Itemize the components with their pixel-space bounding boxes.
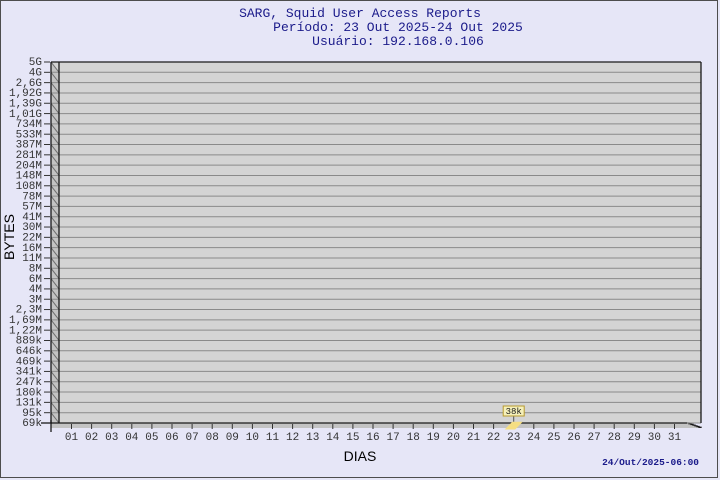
svg-text:15: 15 — [346, 432, 359, 444]
svg-text:17: 17 — [386, 432, 399, 444]
svg-text:21: 21 — [467, 432, 481, 444]
svg-text:69k: 69k — [22, 418, 42, 430]
svg-text:03: 03 — [105, 432, 118, 444]
svg-text:05: 05 — [145, 432, 158, 444]
svg-text:22: 22 — [487, 432, 500, 444]
svg-text:11: 11 — [266, 432, 280, 444]
svg-text:DIAS: DIAS — [344, 448, 377, 464]
svg-text:13: 13 — [306, 432, 319, 444]
svg-text:28: 28 — [608, 432, 621, 444]
svg-text:14: 14 — [326, 432, 340, 444]
svg-text:26: 26 — [567, 432, 580, 444]
svg-text:24: 24 — [527, 432, 541, 444]
svg-text:10: 10 — [246, 432, 259, 444]
svg-text:24/Out/2025-06:00: 24/Out/2025-06:00 — [602, 457, 699, 468]
svg-text:27: 27 — [587, 432, 600, 444]
svg-text:02: 02 — [85, 432, 98, 444]
svg-text:BYTES: BYTES — [1, 214, 17, 260]
svg-text:30: 30 — [648, 432, 661, 444]
svg-text:06: 06 — [165, 432, 178, 444]
svg-text:16: 16 — [366, 432, 379, 444]
svg-text:09: 09 — [226, 432, 239, 444]
svg-text:18: 18 — [407, 432, 420, 444]
svg-text:19: 19 — [427, 432, 440, 444]
svg-text:31: 31 — [668, 432, 682, 444]
svg-text:25: 25 — [547, 432, 560, 444]
svg-text:07: 07 — [185, 432, 198, 444]
svg-text:23: 23 — [507, 432, 520, 444]
svg-text:12: 12 — [286, 432, 299, 444]
svg-text:29: 29 — [628, 432, 641, 444]
svg-text:08: 08 — [206, 432, 219, 444]
svg-text:38k: 38k — [506, 407, 522, 417]
svg-text:20: 20 — [447, 432, 460, 444]
svg-text:04: 04 — [125, 432, 139, 444]
svg-text:01: 01 — [65, 432, 79, 444]
